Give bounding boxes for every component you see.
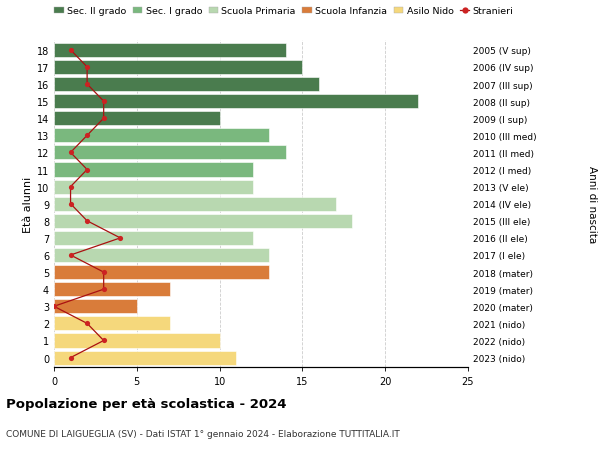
Point xyxy=(82,132,92,140)
Bar xyxy=(54,317,170,330)
Point xyxy=(82,218,92,225)
Bar xyxy=(54,78,319,92)
Bar xyxy=(54,44,286,58)
Bar xyxy=(54,351,236,365)
Bar xyxy=(54,180,253,194)
Bar xyxy=(54,95,418,109)
Point xyxy=(66,149,76,157)
Text: COMUNE DI LAIGUEGLIA (SV) - Dati ISTAT 1° gennaio 2024 - Elaborazione TUTTITALIA: COMUNE DI LAIGUEGLIA (SV) - Dati ISTAT 1… xyxy=(6,429,400,438)
Bar xyxy=(54,61,302,75)
Point xyxy=(66,201,76,208)
Bar xyxy=(54,129,269,143)
Bar xyxy=(54,163,253,177)
Bar xyxy=(54,214,352,228)
Point xyxy=(66,252,76,259)
Point xyxy=(99,115,109,123)
Point xyxy=(82,81,92,89)
Bar xyxy=(54,300,137,313)
Bar xyxy=(54,265,269,280)
Point xyxy=(49,303,59,310)
Point xyxy=(66,184,76,191)
Point xyxy=(115,235,125,242)
Bar xyxy=(54,231,253,246)
Point xyxy=(66,47,76,54)
Legend: Sec. II grado, Sec. I grado, Scuola Primaria, Scuola Infanzia, Asilo Nido, Stran: Sec. II grado, Sec. I grado, Scuola Prim… xyxy=(50,4,517,20)
Bar xyxy=(54,334,220,348)
Point xyxy=(99,269,109,276)
Point xyxy=(82,167,92,174)
Y-axis label: Età alunni: Età alunni xyxy=(23,176,32,232)
Point xyxy=(82,320,92,327)
Point xyxy=(82,64,92,72)
Point xyxy=(99,98,109,106)
Text: Popolazione per età scolastica - 2024: Popolazione per età scolastica - 2024 xyxy=(6,397,287,410)
Bar xyxy=(54,146,286,160)
Bar xyxy=(54,283,170,297)
Point xyxy=(99,286,109,293)
Bar xyxy=(54,112,220,126)
Bar xyxy=(54,248,269,263)
Point xyxy=(66,354,76,362)
Point xyxy=(99,337,109,344)
Bar xyxy=(54,197,335,211)
Text: Anni di nascita: Anni di nascita xyxy=(587,166,597,243)
